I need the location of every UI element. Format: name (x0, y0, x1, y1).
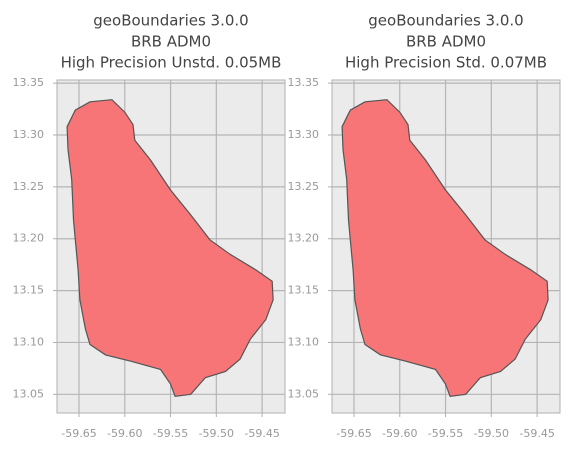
x-tick-label: -59.60 (382, 427, 417, 440)
y-tick-label: 13.20 (13, 232, 45, 245)
y-tick-label: 13.10 (288, 335, 320, 348)
chart-title: High Precision Unstd. 0.05MB (61, 54, 282, 72)
y-tick-label: 13.25 (288, 180, 320, 193)
y-tick-label: 13.30 (13, 128, 45, 141)
country-shape (66, 99, 274, 398)
y-tick-label: 13.35 (13, 76, 45, 89)
y-tick-label: 13.20 (288, 232, 320, 245)
chart-title: geoBoundaries 3.0.0 (368, 12, 523, 30)
x-tick-label: -59.45 (519, 427, 554, 440)
y-tick-label: 13.25 (13, 180, 45, 193)
y-tick-label: 13.15 (288, 284, 320, 297)
country-shape (341, 99, 549, 398)
x-tick-label: -59.55 (153, 427, 188, 440)
y-tick-label: 13.05 (13, 387, 45, 400)
x-tick-label: -59.50 (199, 427, 234, 440)
chart-title: BRB ADM0 (131, 33, 211, 51)
y-tick-label: 13.30 (288, 128, 320, 141)
x-tick-label: -59.55 (428, 427, 463, 440)
y-tick-label: 13.10 (13, 335, 45, 348)
y-tick-label: 13.15 (13, 284, 45, 297)
chart-title: BRB ADM0 (406, 33, 486, 51)
x-tick-label: -59.65 (61, 427, 96, 440)
x-tick-label: -59.45 (244, 427, 279, 440)
chart-title: geoBoundaries 3.0.0 (93, 12, 248, 30)
x-tick-label: -59.50 (474, 427, 509, 440)
y-tick-label: 13.05 (288, 387, 320, 400)
x-tick-label: -59.65 (336, 427, 371, 440)
chart-title: High Precision Std. 0.07MB (345, 54, 547, 72)
y-tick-label: 13.35 (288, 76, 320, 89)
x-tick-label: -59.60 (107, 427, 142, 440)
